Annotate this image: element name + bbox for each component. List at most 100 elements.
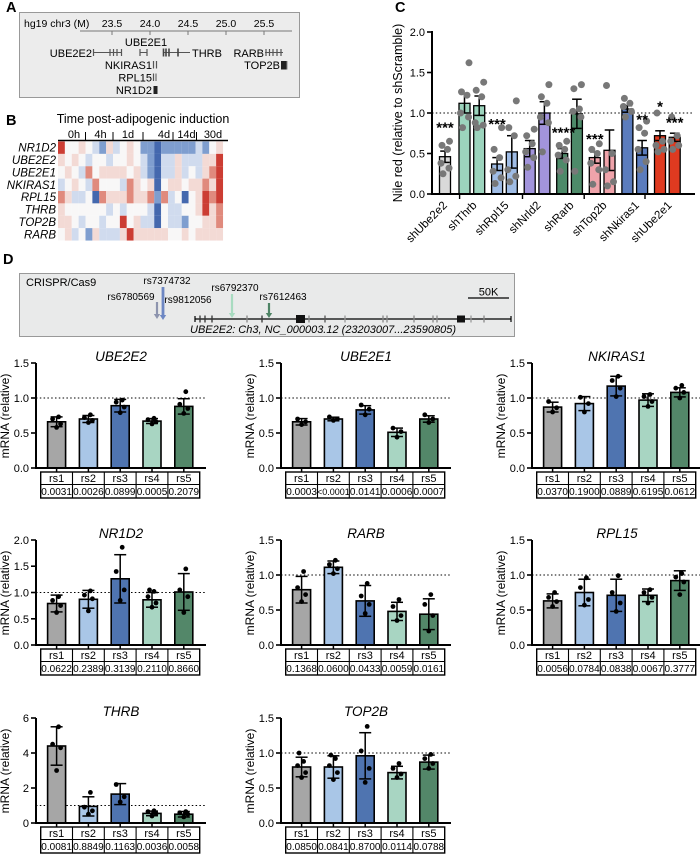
svg-text:0.3777: 0.3777 xyxy=(665,664,696,675)
svg-text:UBE2E1: UBE2E1 xyxy=(340,350,392,364)
svg-text:TOP2B: TOP2B xyxy=(19,217,57,229)
svg-text:24.5: 24.5 xyxy=(178,18,199,30)
svg-text:0.0058: 0.0058 xyxy=(169,842,200,853)
svg-text:0.8660: 0.8660 xyxy=(169,664,200,675)
svg-text:0.1163: 0.1163 xyxy=(105,842,135,853)
svg-text:rs5: rs5 xyxy=(176,828,191,840)
svg-text:RPL15: RPL15 xyxy=(596,527,638,541)
svg-text:THRB: THRB xyxy=(103,705,140,719)
svg-text:1.5: 1.5 xyxy=(14,358,29,370)
svg-text:rs3: rs3 xyxy=(357,473,372,485)
svg-text:0.0003: 0.0003 xyxy=(286,487,317,498)
svg-text:0.0141: 0.0141 xyxy=(350,487,381,498)
svg-text:rs5: rs5 xyxy=(421,650,436,662)
svg-text:rs1: rs1 xyxy=(294,473,309,485)
svg-text:0.0: 0.0 xyxy=(258,640,273,652)
svg-text:4: 4 xyxy=(23,748,29,760)
svg-text:1.5: 1.5 xyxy=(14,561,29,573)
svg-text:1.0: 1.0 xyxy=(14,588,29,600)
svg-text:0.3139: 0.3139 xyxy=(105,664,136,675)
svg-text:rs4: rs4 xyxy=(640,473,655,485)
svg-text:rs2: rs2 xyxy=(325,473,340,485)
svg-text:4h: 4h xyxy=(94,129,106,141)
svg-text:24.0: 24.0 xyxy=(140,18,161,30)
svg-text:rs1: rs1 xyxy=(49,828,64,840)
svg-text:0.0005: 0.0005 xyxy=(137,487,168,498)
svg-text:0.5: 0.5 xyxy=(510,605,525,617)
svg-text:rs1: rs1 xyxy=(294,828,309,840)
svg-text:rs4: rs4 xyxy=(144,473,159,485)
svg-text:NKIRAS1: NKIRAS1 xyxy=(7,180,56,192)
svg-text:mRNA (relative): mRNA (relative) xyxy=(496,374,508,459)
svg-text:shRpl15: shRpl15 xyxy=(473,200,511,238)
svg-text:2.0: 2.0 xyxy=(410,27,425,39)
svg-text:25.0: 25.0 xyxy=(216,18,237,30)
svg-text:***: *** xyxy=(666,115,684,132)
svg-text:Time post-adipogenic induction: Time post-adipogenic induction xyxy=(57,112,230,126)
svg-text:rs3: rs3 xyxy=(113,828,128,840)
svg-text:0.5: 0.5 xyxy=(258,605,273,617)
svg-text:1.0: 1.0 xyxy=(14,393,29,405)
svg-text:rs5: rs5 xyxy=(176,650,191,662)
svg-text:0.0006: 0.0006 xyxy=(381,487,412,498)
svg-text:0.8700: 0.8700 xyxy=(350,842,381,853)
svg-text:1.0: 1.0 xyxy=(258,570,273,582)
svg-text:rs3: rs3 xyxy=(113,650,128,662)
svg-text:rs3: rs3 xyxy=(357,650,372,662)
svg-text:0.1368: 0.1368 xyxy=(286,664,317,675)
svg-text:0.0056: 0.0056 xyxy=(537,664,568,675)
svg-text:0.2389: 0.2389 xyxy=(73,664,104,675)
svg-text:0.0433: 0.0433 xyxy=(350,664,381,675)
svg-text:1.5: 1.5 xyxy=(258,535,273,547)
svg-text:0.0: 0.0 xyxy=(14,640,29,652)
svg-text:rs3: rs3 xyxy=(609,473,624,485)
svg-text:30d: 30d xyxy=(204,129,222,141)
svg-text:mRNA (relative): mRNA (relative) xyxy=(0,551,12,636)
svg-text:rs4: rs4 xyxy=(389,473,404,485)
svg-text:0.0: 0.0 xyxy=(258,463,273,475)
svg-text:0.0031: 0.0031 xyxy=(41,487,72,498)
svg-text:1.5: 1.5 xyxy=(258,713,273,725)
svg-text:0.1900: 0.1900 xyxy=(569,487,600,498)
svg-text:rs2: rs2 xyxy=(325,650,340,662)
svg-text:hg19 chr3 (M): hg19 chr3 (M) xyxy=(24,18,89,30)
svg-text:shUbe2e2: shUbe2e2 xyxy=(404,200,450,246)
svg-text:2: 2 xyxy=(23,783,29,795)
svg-text:rs4: rs4 xyxy=(144,650,159,662)
svg-text:1.5: 1.5 xyxy=(258,358,273,370)
svg-text:mRNA (relative): mRNA (relative) xyxy=(496,551,508,636)
svg-text:CRISPR/Cas9: CRISPR/Cas9 xyxy=(26,277,96,289)
svg-text:rs2: rs2 xyxy=(577,473,592,485)
svg-text:0.5: 0.5 xyxy=(410,149,425,161)
svg-text:0.0612: 0.0612 xyxy=(665,487,696,498)
svg-text:0.0788: 0.0788 xyxy=(413,842,444,853)
svg-text:<0.0001: <0.0001 xyxy=(317,487,350,497)
svg-text:0.0841: 0.0841 xyxy=(318,842,349,853)
svg-text:RPL15: RPL15 xyxy=(118,73,152,85)
svg-text:1.0: 1.0 xyxy=(258,748,273,760)
svg-text:mRNA (relative): mRNA (relative) xyxy=(245,728,257,813)
svg-text:25.5: 25.5 xyxy=(254,18,275,30)
svg-text:0.5: 0.5 xyxy=(14,614,29,626)
svg-text:NR1D2: NR1D2 xyxy=(18,143,56,155)
svg-text:2.0: 2.0 xyxy=(14,535,29,547)
svg-text:1.0: 1.0 xyxy=(510,570,525,582)
svg-text:rs2: rs2 xyxy=(81,473,96,485)
svg-text:rs6780569: rs6780569 xyxy=(107,292,155,303)
svg-text:RPL15: RPL15 xyxy=(21,192,57,204)
svg-text:rs9812056: rs9812056 xyxy=(164,295,212,306)
svg-text:rs4: rs4 xyxy=(144,828,159,840)
svg-text:RARB: RARB xyxy=(347,527,385,541)
svg-text:*: * xyxy=(657,98,663,115)
svg-text:0.0067: 0.0067 xyxy=(633,664,664,675)
svg-text:NR1D2: NR1D2 xyxy=(99,527,144,541)
svg-text:***: *** xyxy=(488,116,506,133)
svg-text:0.0114: 0.0114 xyxy=(382,842,412,853)
svg-text:0.0370: 0.0370 xyxy=(537,487,568,498)
svg-text:TOP2B: TOP2B xyxy=(244,60,280,72)
svg-text:***: *** xyxy=(586,131,604,148)
svg-text:rs7612463: rs7612463 xyxy=(259,292,307,303)
svg-text:0.0784: 0.0784 xyxy=(569,664,600,675)
svg-text:0.5: 0.5 xyxy=(258,428,273,440)
svg-text:1.5: 1.5 xyxy=(510,358,525,370)
